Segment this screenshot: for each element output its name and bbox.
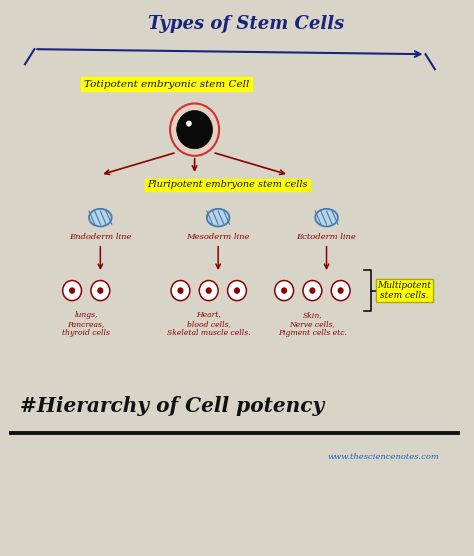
Text: Pluripotent embryone stem cells: Pluripotent embryone stem cells xyxy=(147,181,308,190)
Circle shape xyxy=(234,287,240,294)
Circle shape xyxy=(228,281,246,301)
Ellipse shape xyxy=(315,209,338,226)
Circle shape xyxy=(206,287,212,294)
Circle shape xyxy=(337,287,344,294)
Text: #Hierarchy of Cell potency: #Hierarchy of Cell potency xyxy=(20,396,325,416)
Text: Heart,
blood cells,
Skeletal muscle cells.: Heart, blood cells, Skeletal muscle cell… xyxy=(167,311,250,337)
Circle shape xyxy=(63,281,82,301)
Circle shape xyxy=(281,287,287,294)
Circle shape xyxy=(97,287,103,294)
Circle shape xyxy=(275,281,293,301)
Circle shape xyxy=(171,281,190,301)
Circle shape xyxy=(91,281,110,301)
Circle shape xyxy=(177,111,212,149)
Text: Skin,
Nerve cells,
Pigment cells etc.: Skin, Nerve cells, Pigment cells etc. xyxy=(278,311,347,337)
Ellipse shape xyxy=(207,209,229,226)
Ellipse shape xyxy=(89,209,112,226)
Text: Ectoderm line: Ectoderm line xyxy=(297,233,356,241)
Text: Endoderm line: Endoderm line xyxy=(69,233,132,241)
Circle shape xyxy=(310,287,316,294)
Circle shape xyxy=(199,281,218,301)
Text: Multipotent
stem cells.: Multipotent stem cells. xyxy=(377,281,431,300)
Text: Types of Stem Cells: Types of Stem Cells xyxy=(148,15,345,33)
Circle shape xyxy=(69,287,75,294)
Circle shape xyxy=(331,281,350,301)
Circle shape xyxy=(177,287,183,294)
Circle shape xyxy=(303,281,322,301)
Circle shape xyxy=(186,121,192,127)
Text: lungs,
Pancreas,
thyroid cells: lungs, Pancreas, thyroid cells xyxy=(62,311,110,337)
Text: Totipotent embryonic stem Cell: Totipotent embryonic stem Cell xyxy=(83,80,249,89)
Circle shape xyxy=(170,103,219,156)
Text: www.thesciencenotes.com: www.thesciencenotes.com xyxy=(328,453,439,460)
Text: Mesoderm line: Mesoderm line xyxy=(186,233,250,241)
